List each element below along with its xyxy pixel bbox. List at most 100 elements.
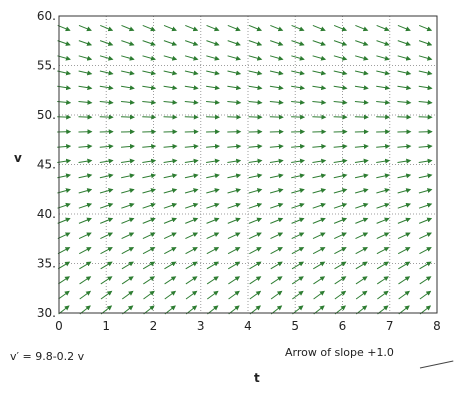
y-axis-label: v xyxy=(14,151,22,165)
slope-arrow xyxy=(163,232,177,239)
slope-arrow xyxy=(312,70,327,76)
slope-arrow xyxy=(78,99,93,105)
slope-arrow xyxy=(248,217,263,224)
slope-arrow xyxy=(228,290,240,300)
slope-arrow xyxy=(142,232,156,239)
slope-arrow xyxy=(227,99,242,105)
slope-arrow xyxy=(206,40,220,46)
slope-arrow xyxy=(206,202,220,209)
slope-arrow xyxy=(78,217,92,224)
slope-arrow xyxy=(121,70,135,76)
slope-arrow xyxy=(270,217,284,224)
slope-arrow xyxy=(312,55,327,61)
slope-arrow xyxy=(419,276,432,285)
slope-arrow xyxy=(376,70,390,76)
slope-arrow xyxy=(99,202,114,209)
y-tick-label: 40. xyxy=(37,207,56,221)
slope-arrow xyxy=(270,202,284,209)
slope-arrow xyxy=(164,290,177,300)
slope-arrow xyxy=(376,232,390,239)
slope-arrow xyxy=(100,247,113,255)
slope-arrow xyxy=(397,85,412,91)
slope-arrow xyxy=(248,40,263,46)
slope-arrow xyxy=(397,158,412,164)
slope-arrow xyxy=(398,261,411,270)
slope-arrow xyxy=(333,99,348,105)
slope-arrow xyxy=(184,202,199,209)
slope-arrow xyxy=(142,40,156,46)
slope-arrow xyxy=(248,24,263,32)
slope-arrow xyxy=(312,85,327,91)
slope-arrow xyxy=(206,232,220,239)
slope-arrow xyxy=(312,40,326,46)
slope-arrow xyxy=(206,247,220,255)
slope-arrow xyxy=(57,232,71,239)
slope-arrow xyxy=(397,24,411,32)
slope-arrow xyxy=(142,70,157,76)
slope-arrow xyxy=(291,261,305,270)
slope-arrow xyxy=(100,232,114,239)
slope-arrow xyxy=(354,70,369,76)
slope-arrow xyxy=(269,85,284,91)
slope-arrow xyxy=(78,232,92,239)
slope-arrow xyxy=(227,158,242,164)
slope-arrow xyxy=(355,261,368,270)
slope-arrow xyxy=(142,158,157,164)
slope-arrow xyxy=(355,290,368,300)
slope-arrow xyxy=(206,276,219,285)
slope-arrow xyxy=(206,24,220,32)
slope-arrow xyxy=(269,55,284,61)
slope-arrow xyxy=(121,276,134,285)
slope-arrow xyxy=(99,143,114,149)
slope-arrow xyxy=(312,217,326,224)
slope-arrow xyxy=(79,247,92,255)
slope-arrow xyxy=(418,202,433,209)
slope-arrow xyxy=(79,276,92,285)
slope-arrow xyxy=(355,55,369,61)
slope-arrow xyxy=(333,143,348,149)
slope-arrow xyxy=(78,24,92,32)
slope-arrow xyxy=(333,202,348,209)
x-tick-label: 0 xyxy=(55,319,63,333)
slope-arrow xyxy=(270,261,283,270)
slope-arrow xyxy=(248,232,262,239)
slope-arrow xyxy=(333,55,348,61)
slope-arrow xyxy=(312,158,327,164)
slope-arrow xyxy=(228,276,241,285)
slope-arrow xyxy=(376,40,390,46)
slope-arrow xyxy=(184,143,199,149)
slope-arrow xyxy=(249,261,262,270)
slope-arrow xyxy=(376,188,390,194)
slope-arrow xyxy=(121,261,134,270)
slope-arrow xyxy=(312,173,327,179)
slope-arrow xyxy=(227,232,241,239)
slope-arrow xyxy=(206,143,221,149)
slope-arrow xyxy=(419,232,432,239)
slope-arrow xyxy=(397,55,412,61)
slope-arrow xyxy=(248,85,263,91)
slope-arrow xyxy=(291,55,305,61)
x-tick-label: 8 xyxy=(433,319,441,333)
slope-arrow xyxy=(163,24,177,32)
slope-arrow xyxy=(333,40,348,46)
slope-arrow xyxy=(269,70,284,76)
slope-arrow xyxy=(227,261,241,270)
slope-arrow xyxy=(398,290,411,300)
slope-arrow xyxy=(418,24,433,32)
slope-arrow xyxy=(79,290,92,300)
slope-arrow xyxy=(99,85,114,91)
slope-arrow xyxy=(355,188,369,194)
slope-arrow xyxy=(78,55,93,61)
slope-arrow xyxy=(291,173,305,179)
slope-arrow xyxy=(269,143,284,149)
slope-arrow xyxy=(291,143,306,149)
slope-arrow xyxy=(418,99,433,105)
slope-arrow xyxy=(142,261,156,270)
slope-arrow xyxy=(398,276,411,285)
slope-arrow xyxy=(334,261,347,270)
slope-arrow xyxy=(291,70,305,76)
slope-arrow xyxy=(355,247,369,255)
slope-arrow xyxy=(377,290,389,300)
y-tick-label: 30. xyxy=(37,306,56,320)
